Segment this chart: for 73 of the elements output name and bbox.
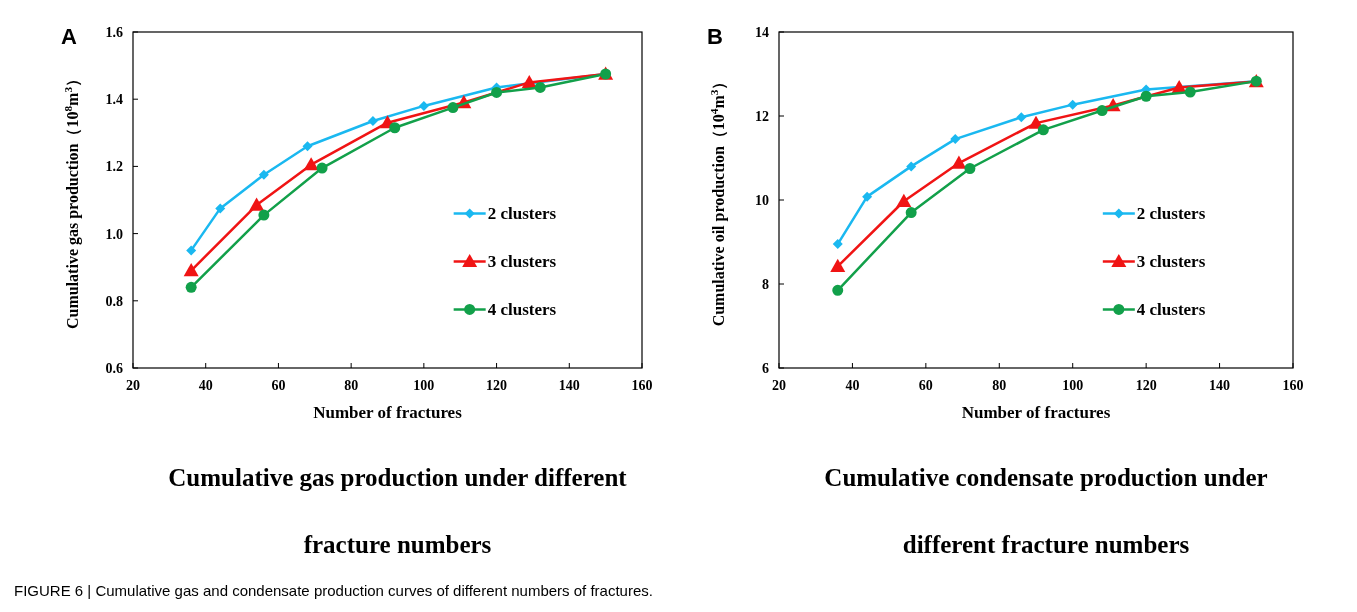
legend-label: 3 clusters <box>1136 252 1206 272</box>
point <box>832 284 844 296</box>
x-tick-label: 160 <box>1282 378 1304 393</box>
caption: FIGURE 6 | Cumulative gas and condensate production curves of different numbers of fractures. <box>14 582 653 599</box>
point <box>183 263 199 277</box>
chart-title: B <box>707 24 723 49</box>
point <box>1184 86 1196 98</box>
point <box>1016 112 1027 123</box>
point <box>534 81 546 93</box>
point <box>964 163 976 174</box>
point <box>950 134 961 145</box>
x-tick-label: 120 <box>1135 378 1157 393</box>
point <box>832 239 843 250</box>
y-tick-label: 6 <box>762 361 769 376</box>
x-tick-label: 140 <box>1209 378 1231 393</box>
legend-label: 4 clusters <box>1136 300 1206 320</box>
point <box>521 74 537 89</box>
legend-label: 4 clusters <box>487 300 557 320</box>
x-tick-label: 60 <box>271 378 286 393</box>
point <box>447 102 459 114</box>
point <box>1096 105 1108 117</box>
y-tick-label: 1.0 <box>105 226 123 242</box>
x-axis-title: Number of fractures <box>961 403 1111 422</box>
point <box>367 116 378 127</box>
point <box>215 203 226 214</box>
point <box>303 157 319 171</box>
point <box>316 162 328 174</box>
x-tick-label: 40 <box>198 378 213 393</box>
x-axis-title: Number of fractures <box>313 403 463 422</box>
point <box>906 161 917 172</box>
y-tick-label: 10 <box>755 193 769 208</box>
y-tick-label: 1.2 <box>105 159 123 175</box>
legend-label: 2 clusters <box>487 204 557 224</box>
point <box>389 122 401 134</box>
x-tick-label: 20 <box>126 378 140 393</box>
y-tick-label: 1.6 <box>105 25 123 40</box>
y-tick-label: 14 <box>755 25 769 40</box>
y-tick-label: 8 <box>762 277 769 292</box>
point <box>896 193 912 207</box>
point <box>862 191 873 202</box>
point <box>258 209 270 221</box>
x-tick-label: 20 <box>772 378 786 393</box>
x-tick-label: 100 <box>413 378 435 393</box>
x-tick-label: 120 <box>486 378 508 393</box>
x-tick-label: 80 <box>992 378 1007 393</box>
x-tick-label: 140 <box>558 378 580 393</box>
point <box>905 207 917 219</box>
point <box>249 197 265 211</box>
x-tick-label: 160 <box>631 378 653 393</box>
text: Cumulative gas production under different fracture numbers <box>168 464 627 558</box>
point <box>1140 90 1152 102</box>
legend-label: 2 clusters <box>1136 204 1206 224</box>
y-tick-label: 1.4 <box>105 92 123 108</box>
point <box>418 100 429 111</box>
point <box>1037 124 1049 136</box>
point <box>491 86 503 98</box>
point <box>185 281 197 293</box>
y-tick-label: 0.6 <box>105 361 123 376</box>
y-tick-label: 0.8 <box>105 293 123 309</box>
chart-title: A <box>61 24 77 49</box>
point <box>186 245 197 256</box>
y-tick-label: 12 <box>755 109 769 124</box>
point <box>830 258 846 272</box>
point <box>302 141 313 152</box>
point <box>258 169 269 180</box>
x-tick-label: 60 <box>918 378 933 393</box>
x-tick-label: 40 <box>845 378 860 393</box>
legend-label: 3 clusters <box>487 252 557 272</box>
x-tick-label: 100 <box>1062 378 1084 393</box>
x-tick-label: 80 <box>344 378 359 393</box>
text: Cumulative condensate production under different fracture numbers <box>824 464 1268 558</box>
point <box>951 155 967 169</box>
point <box>1067 99 1078 110</box>
